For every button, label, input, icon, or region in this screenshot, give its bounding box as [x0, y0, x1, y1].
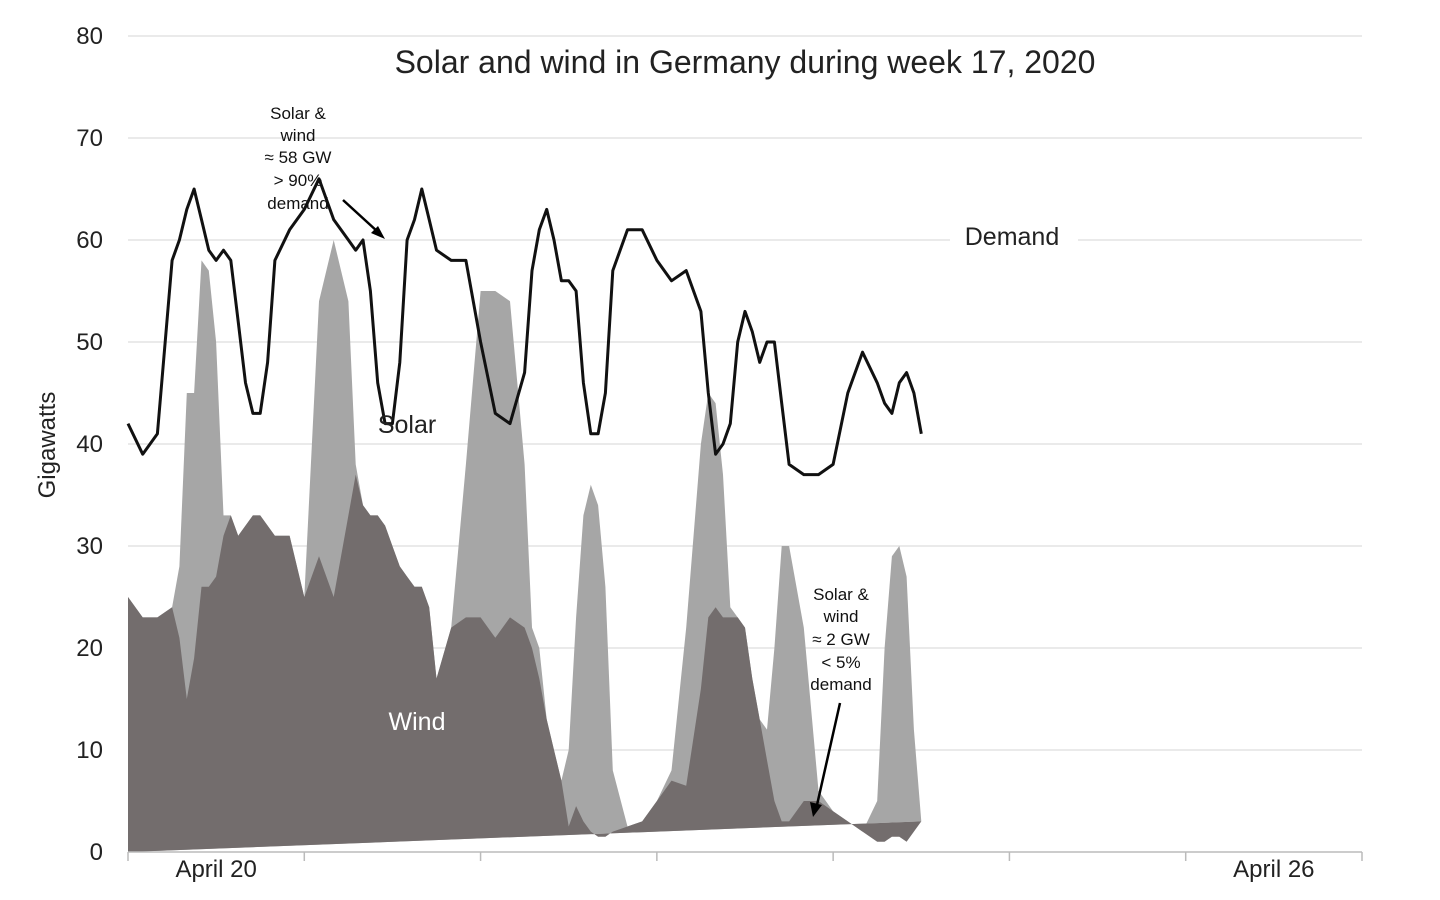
annotation-low-arrowhead	[810, 802, 822, 817]
annotation-peak-line: wind	[280, 126, 316, 145]
solar-label: Solar	[378, 411, 436, 439]
annotation-low-line: demand	[810, 675, 871, 694]
annotation-low-arrow	[815, 702, 842, 806]
annotation-low-line: < 5%	[821, 653, 860, 672]
x-tick-label: April 26	[1233, 856, 1314, 883]
annotation-low-line: Solar &	[813, 585, 869, 604]
y-tick-label: 40	[76, 431, 103, 458]
x-axis: April 20 April 26	[127, 851, 1363, 883]
chart-title: Solar and wind in Germany during week 17…	[395, 44, 1096, 80]
y-axis-label: Gigawatts	[34, 392, 61, 499]
annotation-peak-line: demand	[267, 194, 328, 213]
y-tick-label: 50	[76, 329, 103, 356]
annotation-peak-line: ≈ 58 GW	[265, 148, 332, 167]
annotation-peak-arrowhead	[371, 226, 385, 239]
annotation-peak-arrow	[342, 199, 379, 233]
annotation-peak-line: > 90%	[274, 171, 323, 190]
demand-label: Demand	[965, 223, 1060, 251]
y-tick-label: 60	[76, 227, 103, 254]
y-tick-label: 20	[76, 635, 103, 662]
y-tick-label: 80	[76, 23, 103, 50]
y-tick-label: 10	[76, 737, 103, 764]
y-tick-label: 0	[90, 839, 103, 866]
demand-line	[126, 177, 923, 477]
y-tick-label: 70	[76, 125, 103, 152]
y-axis-ticks: 0 10 20 30 40 50 60 70 80	[76, 23, 103, 866]
wind-label: Wind	[389, 708, 446, 736]
annotation-peak: Solar & wind ≈ 58 GW > 90% demand	[265, 104, 385, 239]
wind-area	[128, 474, 922, 852]
x-tick-label: April 20	[175, 856, 256, 883]
y-tick-label: 30	[76, 533, 103, 560]
annotation-low-line: wind	[823, 607, 859, 626]
annotation-low: Solar & wind ≈ 2 GW < 5% demand	[810, 585, 872, 817]
annotation-peak-line: Solar &	[270, 104, 326, 123]
demand-label-bg	[950, 222, 1078, 252]
annotation-low-line: ≈ 2 GW	[812, 630, 870, 649]
